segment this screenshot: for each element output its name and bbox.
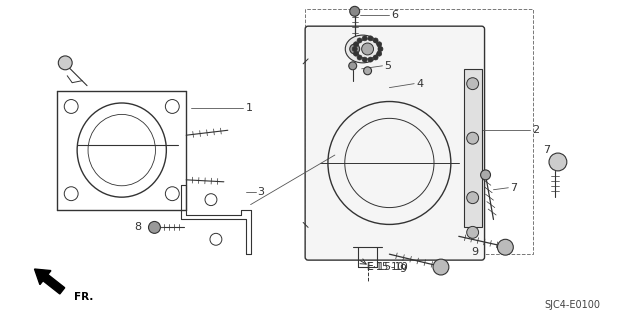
Circle shape	[467, 226, 479, 238]
Bar	[464, 69, 481, 227]
Circle shape	[467, 132, 479, 144]
Circle shape	[362, 57, 367, 62]
Text: FR.: FR.	[74, 292, 93, 302]
Circle shape	[373, 38, 378, 43]
Circle shape	[467, 78, 479, 90]
Circle shape	[378, 47, 383, 51]
Circle shape	[362, 36, 367, 41]
Circle shape	[349, 44, 360, 54]
Text: 7: 7	[543, 145, 550, 155]
Text: 7: 7	[510, 183, 518, 193]
Circle shape	[357, 38, 362, 43]
Circle shape	[364, 67, 372, 75]
Ellipse shape	[345, 35, 380, 63]
Circle shape	[497, 239, 513, 255]
Circle shape	[377, 42, 381, 47]
Circle shape	[549, 153, 567, 171]
Circle shape	[377, 51, 381, 56]
Text: 9: 9	[399, 264, 406, 274]
Circle shape	[353, 42, 358, 47]
Circle shape	[357, 55, 362, 60]
Circle shape	[368, 36, 373, 41]
Circle shape	[349, 62, 356, 70]
Circle shape	[433, 259, 449, 275]
Text: 4: 4	[416, 79, 423, 89]
Text: SJC4-E0100: SJC4-E0100	[545, 300, 601, 310]
Text: —E-15-10: —E-15-10	[358, 262, 408, 272]
Circle shape	[362, 43, 374, 55]
FancyBboxPatch shape	[305, 26, 484, 260]
Text: 1: 1	[246, 103, 253, 114]
Circle shape	[353, 51, 358, 56]
Circle shape	[368, 57, 373, 62]
Circle shape	[58, 56, 72, 70]
FancyArrow shape	[35, 269, 65, 294]
Text: 5: 5	[385, 61, 392, 71]
Text: 2: 2	[532, 125, 540, 135]
Text: 3: 3	[257, 187, 264, 197]
Bar	[305, 9, 533, 254]
Text: 6: 6	[392, 10, 398, 20]
Circle shape	[352, 47, 357, 51]
Text: 9: 9	[472, 247, 479, 257]
Circle shape	[148, 221, 161, 234]
Circle shape	[373, 55, 378, 60]
Text: 8: 8	[134, 222, 141, 233]
Circle shape	[349, 6, 360, 16]
Circle shape	[467, 192, 479, 204]
Circle shape	[481, 170, 490, 180]
Text: —E·15·10: —E·15·10	[358, 262, 404, 272]
